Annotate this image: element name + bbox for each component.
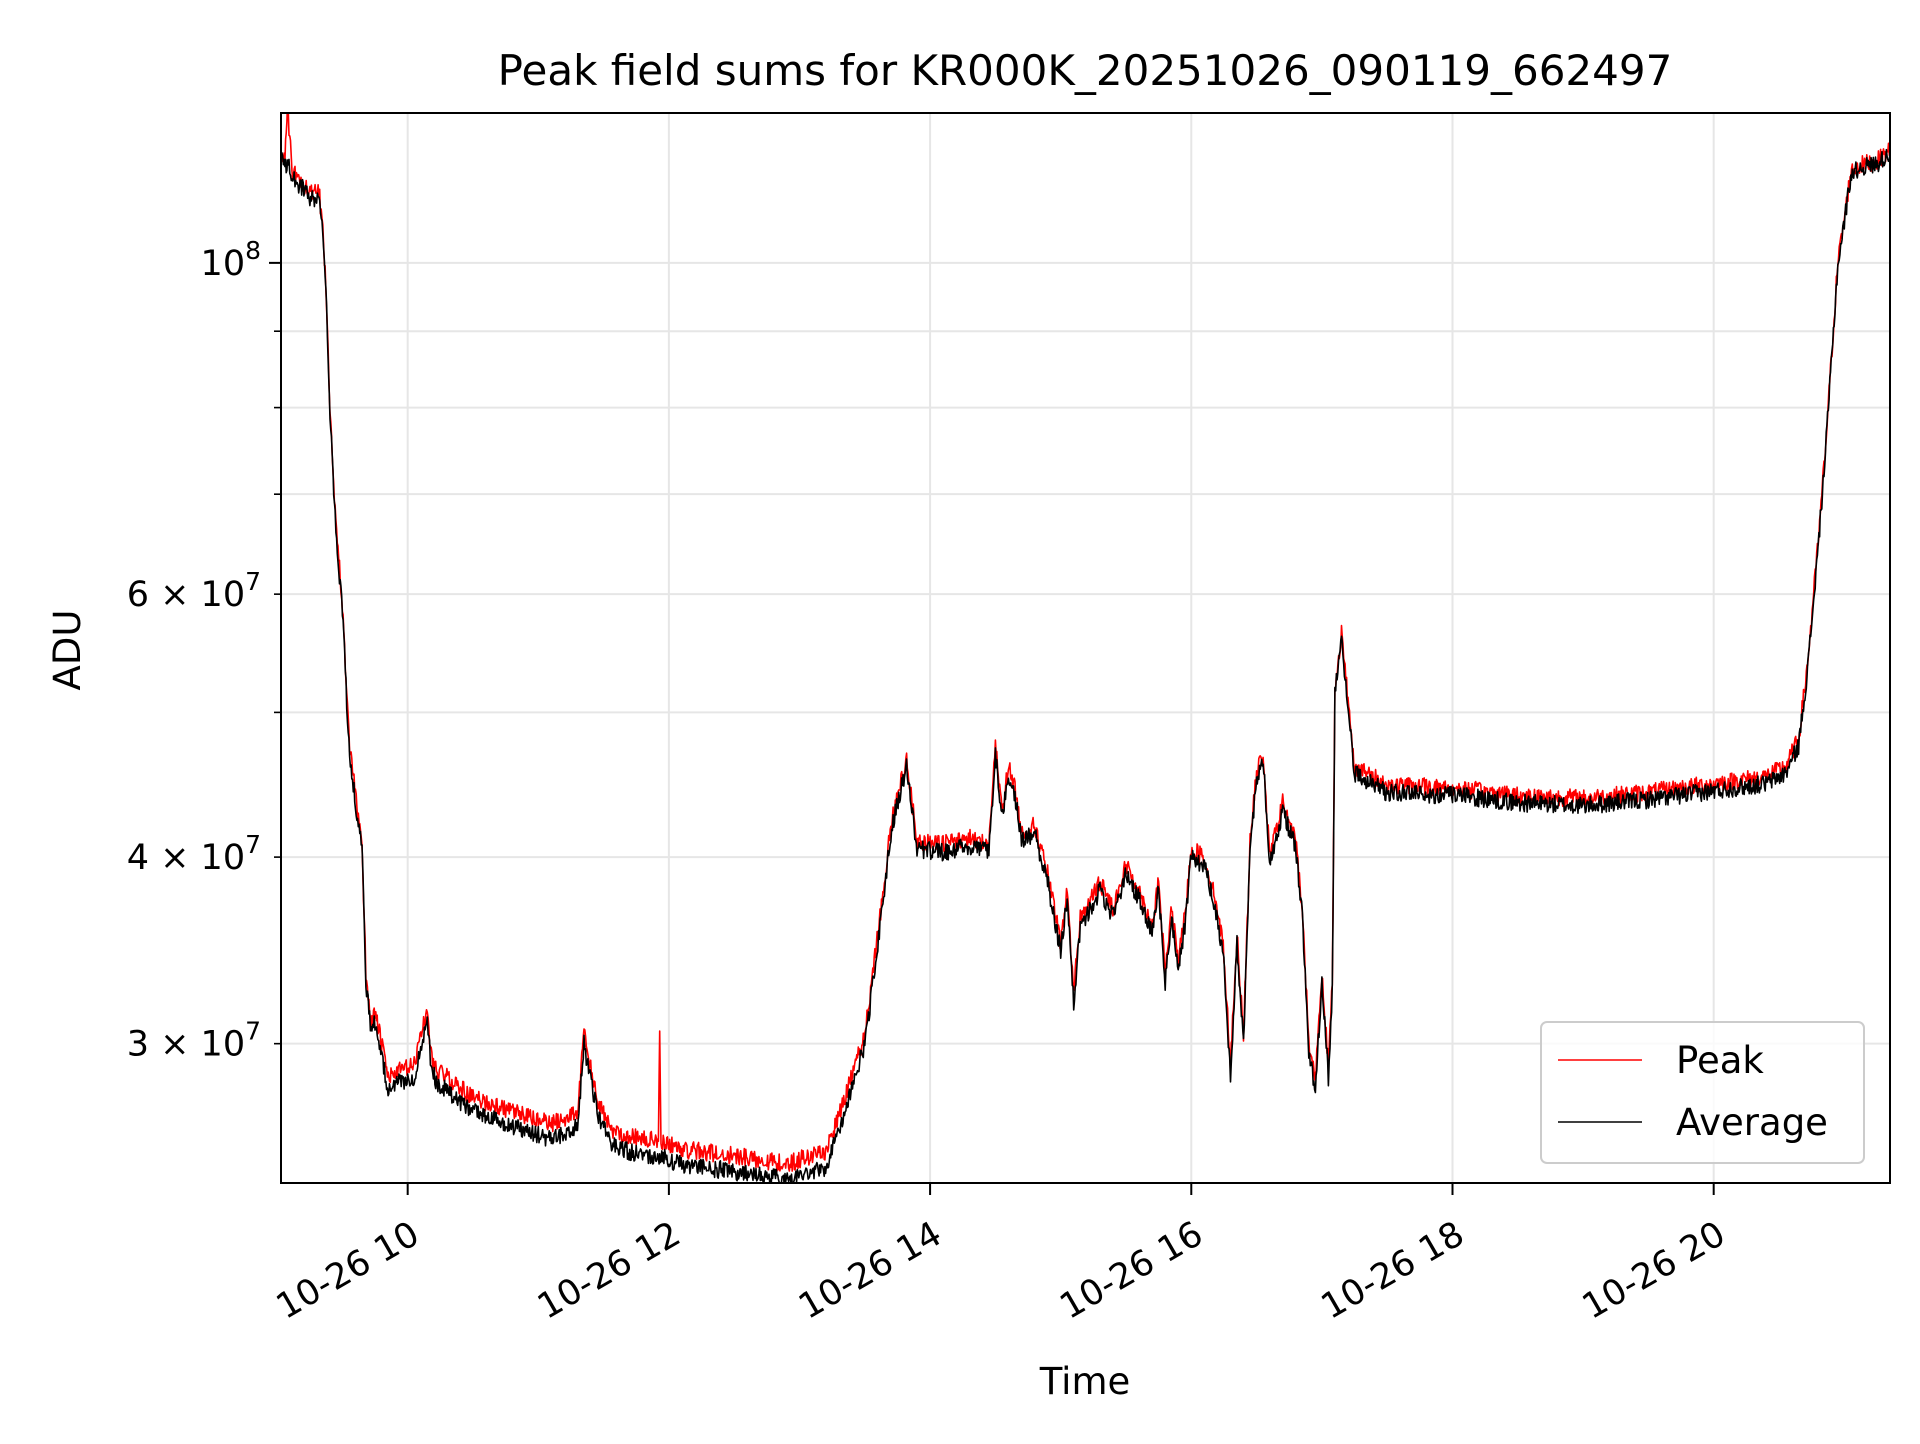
plot-frame	[280, 112, 1891, 1184]
y-tick-label-base: 10	[201, 244, 246, 284]
y-tick-label-exponent: 7	[245, 830, 261, 859]
y-tick-label-mantissa: 6 × 10	[127, 575, 245, 615]
y-tick-label: 4 × 107	[127, 830, 261, 878]
series-layer	[281, 113, 1890, 1183]
x-axis-label: Time	[1039, 1360, 1131, 1403]
y-tick-label: 3 × 107	[127, 1017, 261, 1065]
y-tick-label-mantissa: 4 × 10	[127, 838, 245, 878]
legend-label-average: Average	[1676, 1101, 1828, 1144]
legend-label-peak: Peak	[1676, 1039, 1764, 1082]
legend-box	[1540, 1021, 1865, 1164]
y-tick-label-exponent: 7	[245, 1017, 261, 1046]
y-tick-label-exponent: 7	[245, 567, 261, 596]
y-axis-label: ADU	[46, 610, 89, 691]
y-tick-label: 6 × 107	[127, 567, 261, 615]
y-tick-label: 108	[201, 236, 261, 284]
grid-lines	[281, 113, 1890, 1183]
legend: Peak Average	[1540, 1021, 1865, 1164]
chart-title: Peak field sums for KR000K_20251026_0901…	[498, 46, 1673, 95]
series-line-average	[281, 148, 1890, 1183]
y-tick-label-exponent: 8	[245, 236, 261, 265]
y-tick-label-mantissa: 3 × 10	[127, 1025, 245, 1065]
